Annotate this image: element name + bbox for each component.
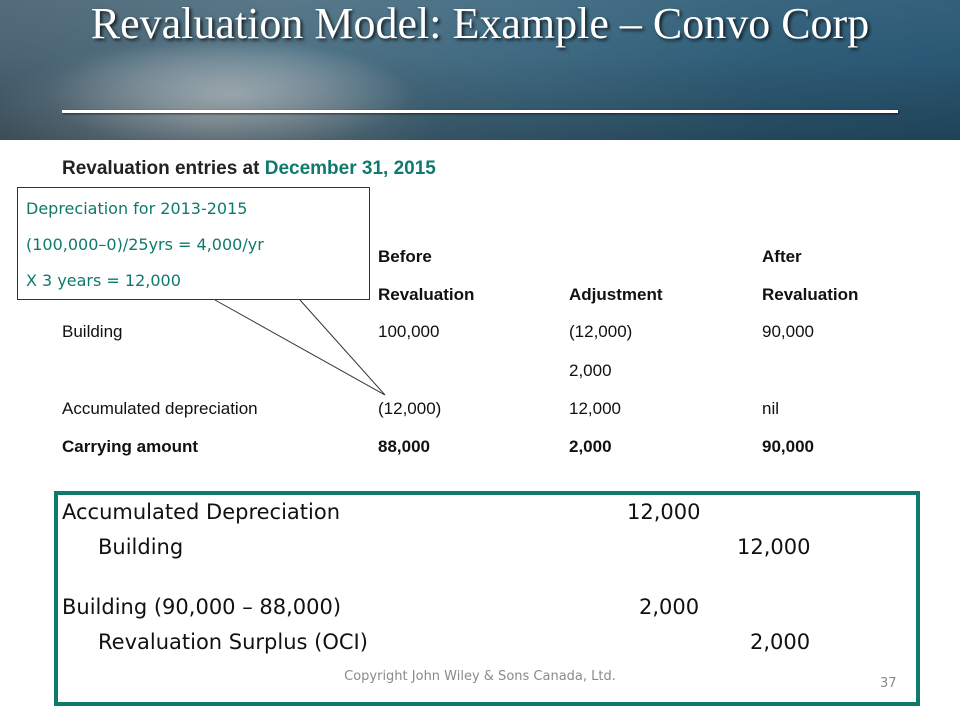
journal-2-debit-amount: 2,000 bbox=[639, 595, 700, 619]
header-banner bbox=[0, 0, 960, 140]
journal-1-debit-amount: 12,000 bbox=[627, 500, 701, 524]
row-carrying-adjustment: 2,000 bbox=[569, 437, 612, 456]
row-building-before: 100,000 bbox=[378, 322, 440, 341]
row-accum-dep-after: nil bbox=[762, 399, 780, 418]
journal-2-credit-account: Revaluation Surplus (OCI) bbox=[98, 630, 368, 654]
journal-1-credit-account: Building bbox=[98, 535, 184, 559]
header-after-line2: Revaluation bbox=[762, 285, 859, 304]
subtitle-date: December 31, 2015 bbox=[264, 158, 436, 179]
journal-2-credit-amount: 2,000 bbox=[750, 630, 811, 654]
journal-1-debit-account: Accumulated Depreciation bbox=[62, 500, 341, 524]
row-carrying-before: 88,000 bbox=[378, 437, 430, 456]
header-before-line1: Before bbox=[378, 247, 432, 266]
row-accum-dep-adjustment: 12,000 bbox=[569, 399, 621, 418]
journal-entries-box bbox=[54, 491, 920, 706]
row-carrying-label: Carrying amount bbox=[62, 437, 199, 456]
copyright-footer: Copyright John Wiley & Sons Canada, Ltd. bbox=[344, 669, 616, 684]
callout-line-1: Depreciation for 2013-2015 bbox=[26, 199, 248, 218]
row-building-adjustment-2: 2,000 bbox=[569, 361, 612, 380]
row-carrying-after: 90,000 bbox=[762, 437, 814, 456]
header-before-line2: Revaluation bbox=[378, 285, 475, 304]
callout-line-3: X 3 years = 12,000 bbox=[26, 271, 181, 290]
page-number: 37 bbox=[880, 676, 897, 691]
row-building-adjustment: (12,000) bbox=[569, 322, 633, 341]
journal-1-credit-amount: 12,000 bbox=[737, 535, 811, 559]
header-adjustment: Adjustment bbox=[569, 285, 663, 304]
journal-2-debit-account: Building (90,000 – 88,000) bbox=[62, 595, 342, 619]
subtitle-prefix: Revaluation entries at bbox=[62, 158, 265, 179]
callout-line-2: (100,000–0)/25yrs = 4,000/yr bbox=[26, 235, 264, 254]
subtitle: Revaluation entries at December 31, 2015 bbox=[62, 158, 436, 180]
title-underline bbox=[62, 110, 898, 113]
header-after-line1: After bbox=[762, 247, 802, 266]
row-building-label: Building bbox=[62, 322, 123, 341]
header-banner-shade bbox=[0, 0, 960, 140]
row-accum-dep-label: Accumulated depreciation bbox=[62, 399, 258, 418]
row-building-after: 90,000 bbox=[762, 322, 814, 341]
slide-title: Revaluation Model: Example – Convo Corp bbox=[90, 0, 870, 48]
row-accum-dep-before: (12,000) bbox=[378, 399, 442, 418]
depreciation-callout: Depreciation for 2013-2015 (100,000–0)/2… bbox=[17, 187, 370, 300]
